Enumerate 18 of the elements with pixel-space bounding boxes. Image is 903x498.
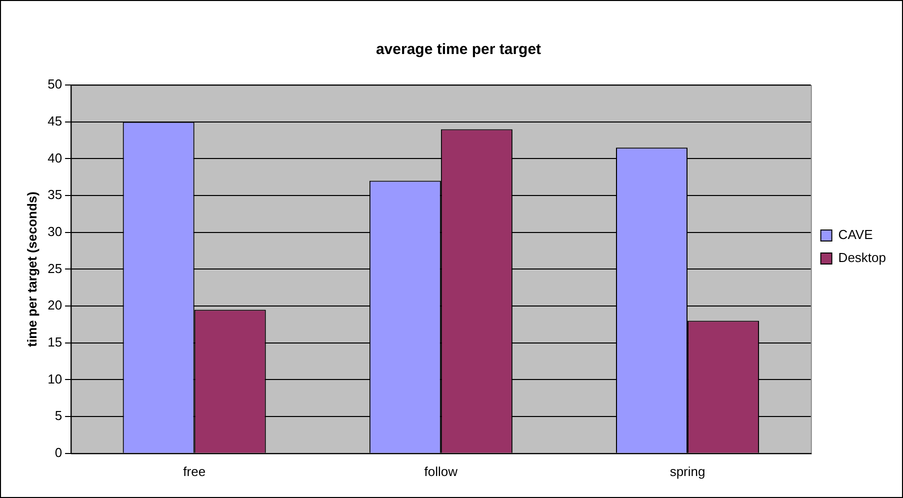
y-tick-label: 45: [48, 113, 62, 128]
y-tick-label: 30: [48, 224, 62, 239]
x-tick-label: spring: [670, 464, 706, 479]
y-tick-label: 10: [48, 371, 62, 386]
y-tick-label: 25: [48, 260, 62, 276]
x-tick-label: free: [183, 464, 206, 479]
x-tick-label: follow: [424, 464, 458, 479]
y-tick-label: 35: [48, 187, 62, 202]
y-tick-label: 15: [48, 334, 62, 350]
legend-label: CAVE: [838, 227, 874, 242]
y-tick-label: 50: [48, 76, 62, 92]
chart-title: average time per target: [376, 41, 542, 58]
y-axis-title: time per target (seconds): [24, 192, 40, 347]
y-tick-label: 20: [48, 298, 62, 313]
legend-label: Desktop: [838, 250, 886, 266]
y-tick-label: 5: [54, 408, 62, 424]
y-tick-label: 40: [48, 150, 62, 166]
y-tick-label: 0: [54, 444, 62, 460]
